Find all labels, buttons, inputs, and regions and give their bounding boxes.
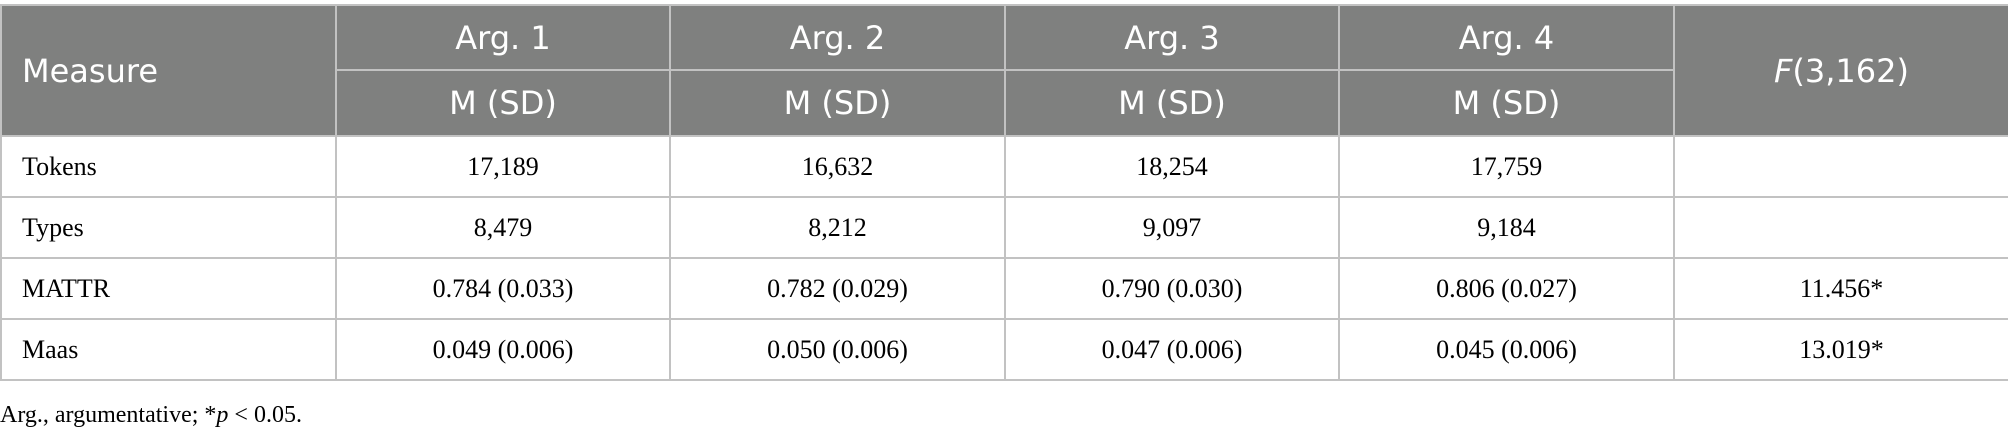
table-row: MATTR 0.784 (0.033) 0.782 (0.029) 0.790 … [0,257,2008,320]
header-arg-2: Arg. 2 [669,4,1006,71]
table-footnote: Arg., argumentative; *p < 0.05. [0,402,302,429]
table-cell: 8,212 [669,196,1006,259]
table-cell: 9,097 [1004,196,1340,259]
f-degrees: (3,162) [1792,51,1909,90]
data-table: Measure Arg. 1 Arg. 2 Arg. 3 Arg. 4 F(3,… [0,4,2008,381]
table-cell: 0.047 (0.006) [1004,318,1340,381]
f-value-cell [1673,196,2008,259]
table-row: Types 8,479 8,212 9,097 9,184 [0,196,2008,259]
table-row: Maas 0.049 (0.006) 0.050 (0.006) 0.047 (… [0,318,2008,381]
header-arg-3: Arg. 3 [1004,4,1340,71]
row-label: Types [0,196,337,259]
table-cell: 8,479 [335,196,671,259]
row-label: Tokens [0,135,337,198]
table-cell: 9,184 [1338,196,1675,259]
subheader-msd-4: M (SD) [1338,69,1675,137]
table-cell: 17,759 [1338,135,1675,198]
table-cell: 0.050 (0.006) [669,318,1006,381]
subheader-msd-2: M (SD) [669,69,1006,137]
footnote-prefix: Arg., argumentative; * [0,402,217,428]
table-cell: 17,189 [335,135,671,198]
subheader-msd-3: M (SD) [1004,69,1340,137]
table-cell: 0.049 (0.006) [335,318,671,381]
table-cell: 0.045 (0.006) [1338,318,1675,381]
table-cell: 18,254 [1004,135,1340,198]
header-measure: Measure [0,4,337,137]
header-arg-4: Arg. 4 [1338,4,1675,71]
footnote-p-symbol: p [216,402,229,428]
subheader-msd-1: M (SD) [335,69,671,137]
f-value-cell [1673,135,2008,198]
footnote-suffix: < 0.05. [228,402,302,428]
table-cell: 16,632 [669,135,1006,198]
row-label: MATTR [0,257,337,320]
f-value-cell: 13.019* [1673,318,2008,381]
header-arg-1: Arg. 1 [335,4,671,71]
row-label: Maas [0,318,337,381]
table-cell: 0.806 (0.027) [1338,257,1675,320]
f-value-cell: 11.456* [1673,257,2008,320]
table-cell: 0.782 (0.029) [669,257,1006,320]
table-cell: 0.784 (0.033) [335,257,671,320]
table-cell: 0.790 (0.030) [1004,257,1340,320]
f-symbol: F [1774,51,1793,90]
header-f-statistic: F(3,162) [1673,4,2008,137]
table-row: Tokens 17,189 16,632 18,254 17,759 [0,135,2008,198]
